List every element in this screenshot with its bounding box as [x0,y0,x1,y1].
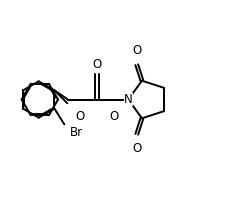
Text: O: O [132,44,141,57]
Text: O: O [76,110,85,123]
Text: O: O [109,110,118,123]
Text: O: O [132,142,141,155]
Text: O: O [92,59,102,71]
Text: Br: Br [70,126,83,139]
Text: N: N [124,93,133,106]
